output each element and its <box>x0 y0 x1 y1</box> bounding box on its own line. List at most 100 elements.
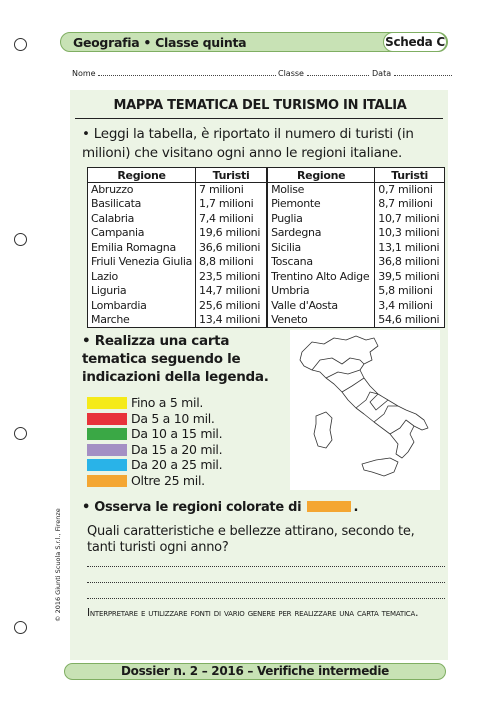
observe-text: • Osserva le regioni colorate di <box>82 500 302 515</box>
tourists-cell: 13,4 milioni <box>195 313 268 328</box>
region-cell: Umbria <box>266 284 376 299</box>
italy-mainland-shape <box>299 335 429 459</box>
observe-instruction: • Osserva le regioni colorate di . <box>82 500 442 515</box>
legend-swatch <box>87 459 127 471</box>
tourists-cell: 8,7 milioni <box>374 197 445 212</box>
region-border-adriatic <box>369 393 389 411</box>
tourists-cell: 54,6 milioni <box>374 313 445 328</box>
region-cell: Toscana <box>266 255 376 270</box>
tourists-cell: 7 milioni <box>195 182 268 197</box>
tourists-cell: 19,6 milioni <box>195 226 268 241</box>
classe-label: Classe <box>278 69 304 78</box>
region-cell: Liguria <box>86 284 197 299</box>
table-row: Marche 13,4 milioni Veneto 54,6 milioni <box>86 313 445 328</box>
tourists-cell: 14,7 milioni <box>195 284 268 299</box>
tourists-cell: 1,7 milioni <box>195 197 268 212</box>
legend-item: Da 20 a 25 mil. <box>87 457 267 473</box>
region-border-north <box>311 357 365 371</box>
map-legend: Fino a 5 mil. Da 5 a 10 mil. Da 10 a 15 … <box>87 395 267 488</box>
binder-hole-bottom <box>14 621 27 634</box>
region-cell: Lazio <box>86 269 197 284</box>
tourists-cell: 10,3 milioni <box>374 226 445 241</box>
region-cell: Sicilia <box>266 240 376 255</box>
tourists-cell: 0,7 milioni <box>374 182 445 197</box>
region-border-center <box>341 377 365 393</box>
sicily-shape <box>361 457 399 477</box>
tourists-cell: 36,8 milioni <box>374 255 445 270</box>
data-field[interactable]: Data <box>372 68 452 78</box>
legend-item: Da 5 a 10 mil. <box>87 411 267 427</box>
table-row: Calabria 7,4 milioni Puglia 10,7 milioni <box>86 211 445 226</box>
region-cell: Molise <box>266 182 376 197</box>
binder-hole-top <box>14 38 27 51</box>
legend-swatch <box>87 443 127 456</box>
legend-label: Fino a 5 mil. <box>131 395 204 410</box>
subject-title: Geografia • Classe quinta <box>73 35 247 50</box>
classe-field[interactable]: Classe <box>278 68 369 78</box>
classe-dotted-line <box>306 68 369 76</box>
tourists-cell: 10,7 milioni <box>374 211 445 226</box>
legend-item: Da 10 a 15 mil. <box>87 426 267 442</box>
nome-label: Nome <box>72 69 96 78</box>
table-row: Campania 19,6 milioni Sardegna 10,3 milioni <box>86 226 445 241</box>
answer-line[interactable] <box>87 598 445 599</box>
region-cell: Puglia <box>266 211 376 226</box>
answer-line[interactable] <box>87 566 445 567</box>
tourists-cell: 7,4 milioni <box>195 211 268 226</box>
table-row: Basilicata 1,7 milioni Piemonte 8,7 milioni <box>86 197 445 212</box>
region-border-lazio <box>355 391 379 409</box>
italy-outline-map[interactable] <box>290 330 440 490</box>
italy-map-svg <box>299 335 429 477</box>
tourists-cell: 13,1 milioni <box>374 240 445 255</box>
region-cell: Marche <box>86 313 197 328</box>
legend-label: Da 10 a 15 mil. <box>131 426 223 441</box>
question-text: Quali caratteristiche e bellezze attiran… <box>87 524 415 555</box>
nome-field[interactable]: Nome <box>72 68 277 78</box>
header-regione-1: Regione <box>86 167 197 183</box>
legend-swatch <box>87 397 127 409</box>
table-row: Lazio 23,5 milioni Trentino Alto Adige 39,5… <box>86 269 445 284</box>
orange-swatch <box>307 501 352 512</box>
table-row: Liguria 14,7 milioni Umbria 5,8 milioni <box>86 284 445 299</box>
table-row: Emilia Romagna 36,6 milioni Sicilia 13,1 mi… <box>86 240 445 255</box>
table-row: Abruzzo 7 milioni Molise 0,7 milioni <box>86 182 445 197</box>
region-cell: Piemonte <box>266 197 376 212</box>
region-border-south <box>373 405 398 423</box>
tourists-cell: 23,5 milioni <box>195 269 268 284</box>
observe-end: . <box>353 500 359 515</box>
region-border-calabria <box>389 419 415 435</box>
legend-swatch <box>87 412 127 425</box>
region-border-padana <box>325 369 361 379</box>
page-title: MAPPA TEMATICA DEL TURISMO IN ITALIA <box>113 98 407 113</box>
binder-hole-upper <box>14 233 27 246</box>
legend-item: Fino a 5 mil. <box>87 395 267 411</box>
tourism-table: Regione Turisti Regione Turisti Abruzzo 7… <box>86 167 445 328</box>
region-cell: Friuli Venezia Giulia <box>86 255 197 270</box>
legend-label: Oltre 25 mil. <box>131 472 205 488</box>
map-task-instruction: • Realizza una carta tematica seguendo l… <box>82 333 269 385</box>
legend-item: Oltre 25 mil. <box>87 473 267 489</box>
region-cell: Sardegna <box>266 226 376 241</box>
table-header-row: Regione Turisti Regione Turisti <box>86 167 445 183</box>
sardinia-shape <box>313 411 333 449</box>
header-turisti-1: Turisti <box>195 167 268 183</box>
footer-bar: Dossier n. 2 – 2016 – Verifiche intermed… <box>64 663 446 680</box>
region-cell: Emilia Romagna <box>86 240 197 255</box>
answer-line[interactable] <box>87 582 445 583</box>
scheda-label: Scheda C <box>383 32 447 52</box>
region-cell: Campania <box>86 226 197 241</box>
region-cell: Trentino Alto Adige <box>266 269 376 284</box>
tourists-cell: 36,6 milioni <box>195 240 268 255</box>
legend-item: Da 15 a 20 mil. <box>87 442 267 458</box>
legend-swatch <box>87 428 127 440</box>
region-cell: Calabria <box>86 211 197 226</box>
data-dotted-line <box>393 68 452 76</box>
tourists-cell: 5,8 milioni <box>374 284 445 299</box>
header-regione-2: Regione <box>266 167 376 183</box>
legend-swatch <box>87 474 127 487</box>
copyright-text: © 2016 Giunti Scuola S.r.l., Firenze <box>54 508 62 622</box>
header-bar: Geografia • Classe quinta Scheda C <box>60 32 448 52</box>
nome-dotted-line <box>98 68 277 76</box>
region-cell: Basilicata <box>86 197 197 212</box>
region-cell: Abruzzo <box>86 182 197 197</box>
